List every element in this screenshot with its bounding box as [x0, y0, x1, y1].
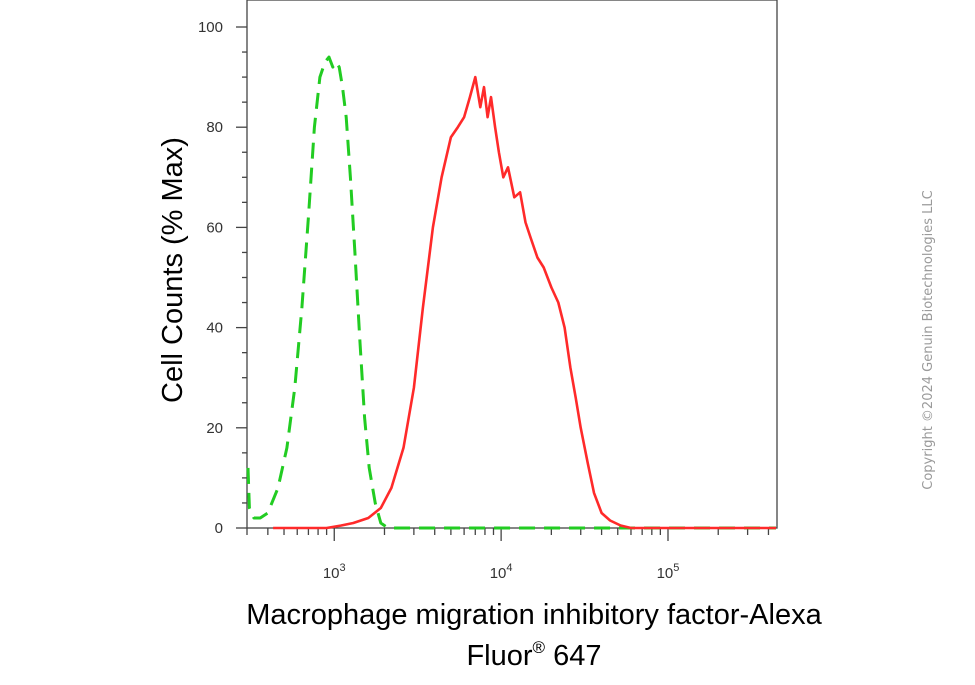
- y-tick-label: 20: [206, 420, 223, 437]
- y-axis-title: Cell Counts (% Max): [157, 137, 189, 403]
- x-axis-title-fluor: Fluor: [466, 640, 532, 672]
- x-tick-label: 104: [490, 562, 513, 582]
- y-axis: 0 20 40 60 80 100: [198, 19, 247, 537]
- x-tick-label: 105: [657, 562, 680, 582]
- x-axis-title-line1: Macrophage migration inhibitory factor-A…: [246, 599, 822, 631]
- x-axis-title-registered: ®: [533, 638, 546, 657]
- series-group: [246, 55, 776, 530]
- x-tick-label: 103: [323, 562, 346, 582]
- x-axis: 103 104 105: [246, 528, 770, 582]
- x-axis-title-647: 647: [545, 640, 601, 672]
- y-tick-label: 40: [206, 320, 223, 337]
- x-axis-title-line2: Fluor® 647: [466, 638, 601, 672]
- copyright-watermark: Copyright ©2024 Genuin Biotechnologies L…: [921, 190, 936, 489]
- isotype-control-line: [246, 55, 776, 530]
- stained-sample-line: [273, 75, 776, 530]
- y-tick-label: 100: [198, 19, 223, 36]
- y-tick-label: 60: [206, 219, 223, 236]
- y-tick-label: 0: [215, 520, 223, 537]
- plot-frame: [246, 0, 778, 529]
- y-tick-label: 80: [206, 119, 223, 136]
